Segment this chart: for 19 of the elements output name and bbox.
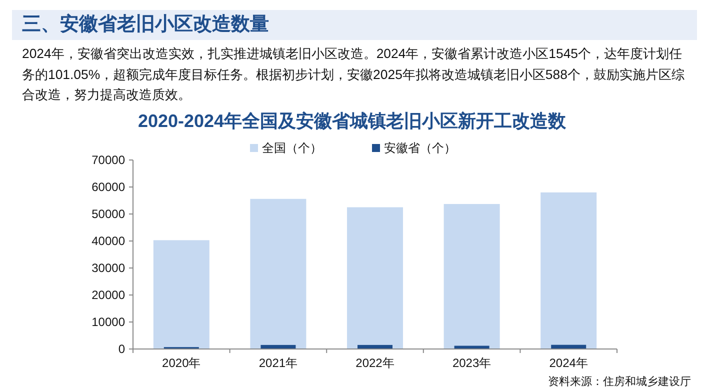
header: 三、安徽省老旧小区改造数量: [12, 10, 697, 40]
x-tick-label: 2024年: [549, 356, 588, 370]
y-tick-label: 60000: [92, 180, 126, 194]
legend-label: 安徽省（个）: [384, 141, 456, 155]
y-tick-label: 10000: [92, 315, 126, 329]
x-tick-label: 2020年: [162, 356, 201, 370]
y-tick-label: 50000: [92, 207, 126, 221]
x-tick-label: 2021年: [258, 356, 298, 370]
legend-label: 全国（个）: [262, 141, 322, 155]
y-tick-label: 20000: [92, 288, 126, 302]
y-tick-label: 70000: [92, 153, 126, 167]
text: 资料来源：住房和城乡建设厅: [548, 374, 691, 389]
y-tick-label: 0: [118, 342, 126, 356]
text: 2024年，安徽省突出改造实效，扎实推进城镇老旧小区改造。2024年，安徽省累计改造小区1545个，达年度计划任务的101.05%，超额完成年度目标任务。根据初步计划，安徽2025年拟将改造城镇老旧小区588个，鼓励实施片区综合改造，努力提高改造质效。: [22, 45, 686, 104]
x-tick-label: 2022年: [356, 356, 394, 370]
y-tick-label: 30000: [92, 261, 126, 275]
y-tick-label: 40000: [92, 234, 126, 248]
x-tick-label: 2023年: [452, 356, 492, 370]
chart-title: 2020-2024年全国及安徽省城镇老旧小区新开工改造数: [138, 111, 568, 131]
